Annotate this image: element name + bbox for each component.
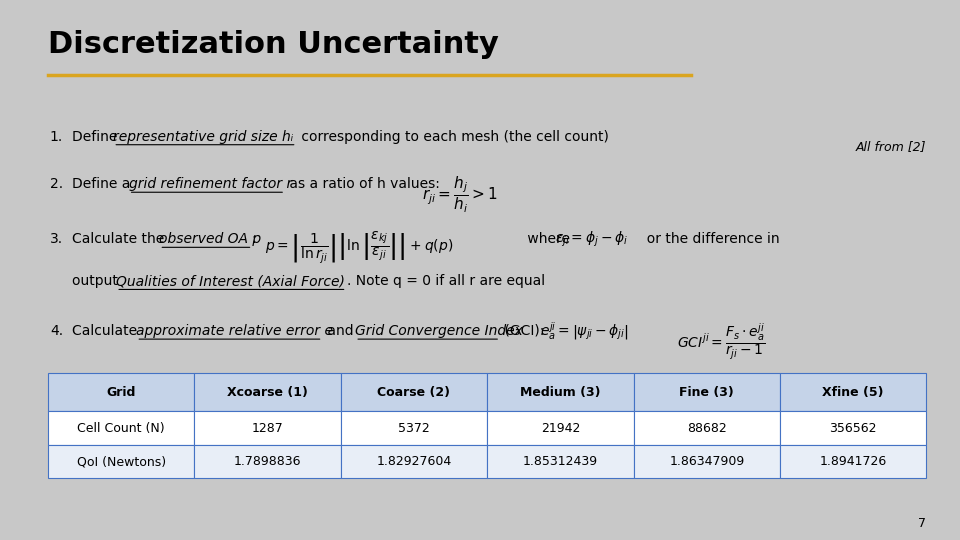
FancyBboxPatch shape — [341, 411, 487, 445]
Text: 356562: 356562 — [829, 422, 876, 435]
Text: 5372: 5372 — [398, 422, 430, 435]
Text: grid refinement factor r: grid refinement factor r — [129, 177, 292, 191]
Text: 1.86347909: 1.86347909 — [669, 455, 744, 468]
Text: 1.85312439: 1.85312439 — [523, 455, 598, 468]
Text: $p = \left|\dfrac{1}{\ln r_{ji}}\right|\left|\ln\left|\dfrac{\varepsilon_{kj}}{\: $p = \left|\dfrac{1}{\ln r_{ji}}\right|\… — [265, 230, 453, 266]
Text: observed OA p: observed OA p — [159, 232, 261, 246]
Text: . Note q = 0 if all r are equal: . Note q = 0 if all r are equal — [347, 274, 544, 288]
FancyBboxPatch shape — [341, 445, 487, 478]
Text: 4.: 4. — [50, 324, 63, 338]
Text: and: and — [323, 324, 357, 338]
Text: 3.: 3. — [50, 232, 63, 246]
Text: 1.7898836: 1.7898836 — [234, 455, 301, 468]
FancyBboxPatch shape — [488, 411, 634, 445]
Text: Xfine (5): Xfine (5) — [823, 386, 884, 399]
Text: Discretization Uncertainty: Discretization Uncertainty — [48, 30, 499, 59]
FancyBboxPatch shape — [194, 373, 341, 411]
Text: corresponding to each mesh (the cell count): corresponding to each mesh (the cell cou… — [297, 130, 609, 144]
Text: Define: Define — [72, 130, 122, 144]
Text: Define a: Define a — [72, 177, 134, 191]
Text: Calculate the: Calculate the — [72, 232, 169, 246]
Text: $e_a^{ji} = \left|\psi_{ji}-\phi_{ji}\right|$: $e_a^{ji} = \left|\psi_{ji}-\phi_{ji}\ri… — [540, 321, 630, 343]
Text: (GCI):: (GCI): — [500, 324, 549, 338]
FancyBboxPatch shape — [634, 445, 780, 478]
FancyBboxPatch shape — [634, 373, 780, 411]
Text: where: where — [523, 232, 575, 246]
FancyBboxPatch shape — [488, 373, 634, 411]
Text: 1.: 1. — [50, 130, 63, 144]
Text: 1287: 1287 — [252, 422, 283, 435]
Text: as a ratio of h values:: as a ratio of h values: — [285, 177, 448, 191]
Text: QoI (Newtons): QoI (Newtons) — [77, 455, 166, 468]
Text: Coarse (2): Coarse (2) — [377, 386, 450, 399]
Text: $r_{ji} = \dfrac{h_j}{h_i} > 1$: $r_{ji} = \dfrac{h_j}{h_i} > 1$ — [422, 174, 497, 215]
Text: 2.: 2. — [50, 177, 63, 191]
Text: Qualities of Interest (Axial Force): Qualities of Interest (Axial Force) — [116, 274, 345, 288]
Text: 7: 7 — [919, 517, 926, 530]
Text: output: output — [72, 274, 122, 288]
Text: representative grid size hᵢ: representative grid size hᵢ — [113, 130, 294, 144]
FancyBboxPatch shape — [488, 445, 634, 478]
Text: Medium (3): Medium (3) — [520, 386, 601, 399]
Text: Fine (3): Fine (3) — [680, 386, 734, 399]
Text: $\varepsilon_{ji} = \phi_j - \phi_i$: $\varepsilon_{ji} = \phi_j - \phi_i$ — [555, 230, 628, 249]
Text: Cell Count (N): Cell Count (N) — [78, 422, 165, 435]
Text: :: : — [252, 232, 261, 246]
Text: Xcoarse (1): Xcoarse (1) — [228, 386, 308, 399]
Text: 1.8941726: 1.8941726 — [820, 455, 887, 468]
Text: Calculate: Calculate — [72, 324, 141, 338]
FancyBboxPatch shape — [780, 445, 926, 478]
FancyBboxPatch shape — [48, 445, 194, 478]
Text: $GCI^{ji} = \dfrac{F_s \cdot e_a^{ji}}{r_{ji}-1}$: $GCI^{ji} = \dfrac{F_s \cdot e_a^{ji}}{r… — [677, 321, 765, 362]
Text: Grid: Grid — [107, 386, 136, 399]
FancyBboxPatch shape — [780, 411, 926, 445]
FancyBboxPatch shape — [194, 411, 341, 445]
Text: 1.82927604: 1.82927604 — [376, 455, 451, 468]
Text: All from [2]: All from [2] — [856, 140, 926, 153]
FancyBboxPatch shape — [48, 373, 194, 411]
Text: 21942: 21942 — [540, 422, 580, 435]
FancyBboxPatch shape — [780, 373, 926, 411]
Text: Grid Convergence Index: Grid Convergence Index — [355, 324, 523, 338]
Text: approximate relative error e: approximate relative error e — [136, 324, 333, 338]
FancyBboxPatch shape — [634, 411, 780, 445]
Text: or the difference in: or the difference in — [638, 232, 780, 246]
Text: 88682: 88682 — [687, 422, 727, 435]
FancyBboxPatch shape — [194, 445, 341, 478]
FancyBboxPatch shape — [48, 411, 194, 445]
FancyBboxPatch shape — [341, 373, 487, 411]
